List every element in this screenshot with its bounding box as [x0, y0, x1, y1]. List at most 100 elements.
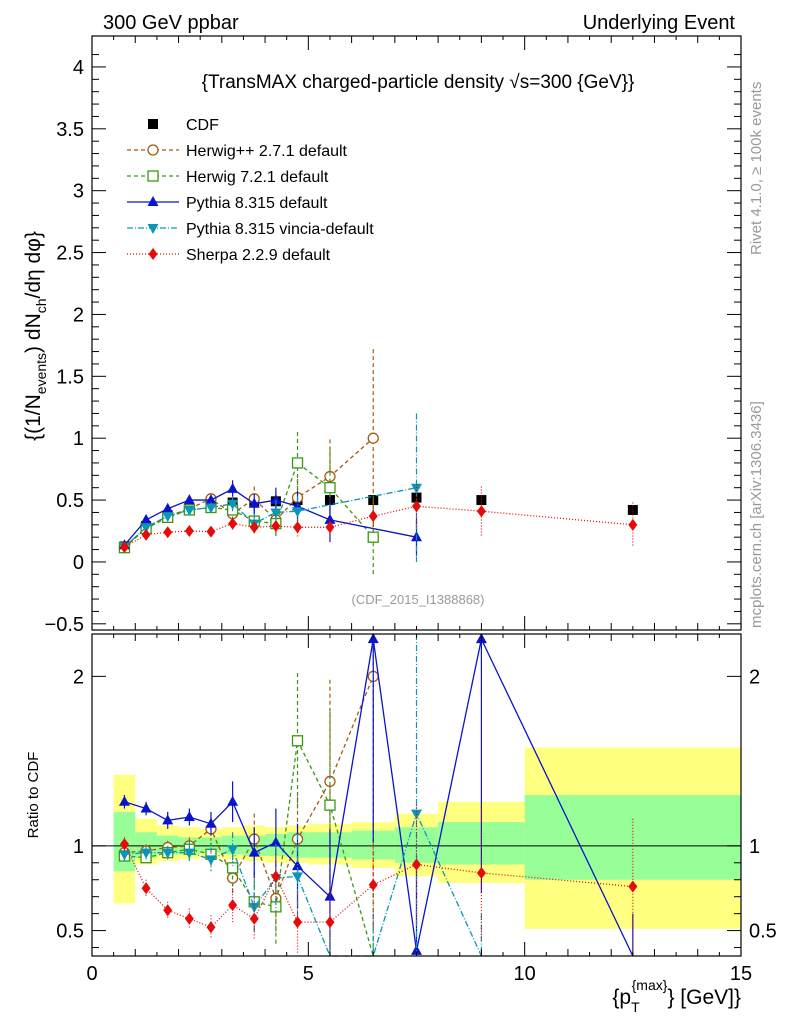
series-point-main: [119, 541, 129, 554]
series-point-ratio: [226, 862, 239, 874]
series-point-main: [183, 494, 195, 505]
series-point-ratio: [249, 912, 259, 925]
series-point-ratio: [119, 838, 129, 851]
series-point-ratio: [184, 912, 194, 925]
series-line-main: [124, 487, 417, 548]
main-y-tick-label: 4: [73, 57, 84, 79]
legend-marker: [147, 224, 159, 234]
series-point-ratio: [162, 848, 174, 859]
series-point-main: [411, 483, 422, 494]
data-point: [627, 504, 638, 515]
series-point-main: [141, 528, 151, 541]
series-point-main: [162, 502, 174, 513]
series-point-ratio: [205, 855, 217, 866]
legend-marker: [147, 170, 159, 182]
series-point-ratio: [476, 866, 486, 879]
series-point-ratio: [163, 904, 173, 917]
series-point-main: [227, 499, 239, 510]
series-point-main: [205, 503, 217, 514]
series-point-main: [271, 520, 281, 533]
series-point-ratio: [324, 890, 336, 901]
series-point-main: [368, 510, 378, 523]
series-point-ratio: [183, 811, 195, 822]
series-point-ratio: [140, 848, 152, 859]
series-point-ratio: [118, 795, 130, 806]
series-point-ratio: [162, 814, 174, 825]
ratio-y-tick-label-left: 2: [73, 666, 84, 688]
mcplots-label: mcplots.cern.ch [arXiv:1306.3436]: [748, 401, 765, 628]
series-point-ratio: [118, 850, 130, 861]
series-line-main: [124, 437, 374, 548]
series-point-ratio: [324, 799, 336, 811]
legend-label: Sherpa 2.2.9 default: [186, 247, 331, 264]
ratio-y-tick-label-right: 0.5: [749, 921, 777, 943]
series-point-ratio: [227, 795, 239, 806]
series-point-ratio: [270, 836, 282, 847]
legend-marker: [148, 248, 158, 260]
main-y-tick-label: 3.5: [56, 119, 84, 141]
series-point-ratio: [292, 860, 304, 871]
series-point-main: [628, 518, 638, 531]
series-point-ratio: [140, 802, 152, 813]
series-point-ratio: [248, 846, 260, 857]
series-point-main: [140, 523, 152, 534]
x-tick-label: 10: [514, 963, 536, 985]
x-tick-label: 0: [86, 963, 97, 985]
series-point-main: [292, 507, 304, 518]
ratio-y-axis-label: Ratio to CDF: [25, 752, 42, 839]
main-y-tick-label: 1: [73, 428, 84, 450]
main-y-tick-label: 0: [73, 552, 84, 574]
legend-marker-data: [148, 119, 158, 129]
series-point-ratio: [205, 817, 217, 828]
series-point-main: [206, 525, 216, 538]
series-point-main: [183, 505, 195, 516]
series-point-ratio: [412, 858, 421, 871]
series-point-main: [325, 521, 335, 534]
series-point-ratio: [325, 916, 335, 929]
series-point-main: [205, 494, 217, 505]
x-axis-label: {pT{max}} [GeV]}: [612, 977, 741, 1015]
series-point-ratio: [271, 870, 281, 883]
series-point-main: [270, 494, 282, 505]
series-point-ratio: [367, 633, 379, 644]
ratio-y-tick-label-left: 0.5: [56, 921, 84, 943]
legend-label: Herwig 7.2.1 default: [186, 169, 329, 186]
main-y-tick-label: 2: [73, 304, 84, 326]
ratio-y-tick-label-left: 1: [73, 836, 84, 858]
data-point: [411, 492, 422, 503]
series-line-ratio: [124, 676, 374, 901]
series-point-ratio: [183, 848, 195, 859]
ratio-y-tick-label-right: 2: [749, 666, 760, 688]
series-point-ratio: [228, 899, 238, 912]
header-left-label: 300 GeV ppbar: [103, 12, 239, 34]
main-y-axis-label: {(1/Nevents) dNch/dη dφ}: [22, 231, 49, 441]
series-point-main: [249, 521, 259, 534]
header-right-label: Underlying Event: [583, 12, 736, 34]
main-y-tick-label: −0.5: [45, 614, 84, 636]
series-point-main: [270, 508, 282, 519]
series-point-ratio: [368, 878, 378, 891]
series-point-main: [367, 432, 379, 444]
legend-marker: [147, 144, 159, 156]
series-point-main: [163, 526, 173, 539]
legend: CDF Herwig++ 2.7.1 default Herwig 7.2.1 de…: [127, 117, 374, 264]
legend-marker: [147, 196, 159, 206]
x-tick-label: 5: [303, 963, 314, 985]
data-point: [476, 495, 487, 506]
x-tick-label: 15: [730, 963, 752, 985]
series-point-main: [140, 513, 152, 524]
series-point-ratio: [206, 921, 216, 934]
series-point-main: [324, 482, 336, 494]
series-point-main: [227, 482, 239, 493]
series-point-main: [162, 512, 174, 523]
series-point-ratio: [293, 916, 303, 929]
series-point-main: [412, 500, 421, 513]
main-y-tick-label: 0.5: [56, 490, 84, 512]
legend-label: Pythia 8.315 default: [186, 195, 328, 212]
series-point-main: [476, 505, 486, 518]
axis-ticks: 0 5 10 15−0.500.511.522.533.540.5 0.51 12 2: [45, 36, 777, 985]
series-point-ratio: [227, 845, 239, 856]
rivet-version-label: Rivet 4.1.0, ≥ 100k events: [748, 82, 765, 255]
series-point-main: [367, 531, 379, 543]
